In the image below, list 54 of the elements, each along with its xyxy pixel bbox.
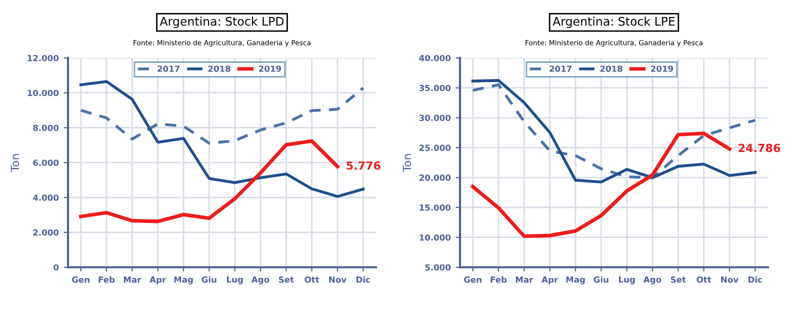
legend-label: 2017: [550, 66, 572, 72]
legend-label: 2018: [600, 66, 622, 72]
x-tick-label: Dic: [356, 276, 370, 283]
y-tick-label: 12.000: [28, 54, 59, 62]
y-axis-title: Ton: [402, 154, 412, 172]
y-tick-label: 4.000: [32, 194, 59, 201]
legend-label: 2019: [651, 66, 674, 72]
x-tick-label: Mar: [516, 276, 534, 283]
line-series: [471, 132, 732, 238]
x-tick-label: Gen: [72, 276, 90, 283]
x-tick-label: Nov: [721, 276, 738, 283]
y-tick-label: 15.000: [420, 204, 451, 211]
y-tick-label: 25.000: [419, 144, 451, 151]
x-tick-label: Set: [670, 276, 686, 283]
x-tick-label: Ago: [251, 276, 270, 284]
x-tick-label: Nov: [329, 276, 346, 283]
x-tick-label: Giu: [594, 276, 608, 283]
x-tick-label: Lug: [226, 276, 243, 284]
x-tick-label: Ott: [304, 276, 320, 283]
y-tick-label: 40.000: [419, 54, 451, 62]
y-tick-label: 0: [54, 264, 59, 271]
x-tick-label: Mar: [124, 276, 142, 283]
legend-label: 2019: [259, 66, 282, 72]
y-tick-label: 5.000: [425, 264, 451, 271]
y-tick-label: 8.000: [33, 124, 59, 132]
x-tick-label: Ott: [696, 276, 712, 283]
x-tick-label: Gen: [464, 276, 482, 283]
chart-title: Argentina: Stock LPE: [552, 16, 675, 28]
x-tick-label: Ago: [643, 276, 662, 284]
legend-label: 2017: [158, 66, 180, 72]
chart-title: Argentina: Stock LPD: [160, 16, 284, 28]
y-tick-label: 10.000: [420, 234, 451, 241]
x-tick-label: Apr: [150, 276, 166, 284]
x-tick-label: Dic: [748, 276, 762, 283]
y-tick-label: 20.000: [419, 174, 451, 181]
y-tick-label: 10.000: [28, 90, 59, 96]
x-tick-label: Giu: [202, 276, 216, 283]
x-tick-label: Set: [278, 276, 294, 283]
x-tick-label: Apr: [542, 276, 558, 284]
x-tick-label: Mag: [566, 276, 585, 284]
y-tick-label: 2.000: [33, 229, 59, 236]
y-tick-label: 35.000: [419, 84, 451, 92]
y-axis-title: Ton: [10, 154, 20, 172]
y-tick-label: 6.000: [33, 160, 59, 166]
x-tick-label: Feb: [490, 276, 507, 283]
line-series: [79, 86, 365, 145]
line-series: [79, 139, 340, 224]
y-tick-label: 30.000: [419, 114, 451, 122]
x-tick-label: Mag: [174, 276, 193, 284]
x-tick-label: Feb: [98, 276, 115, 283]
x-tick-label: Lug: [618, 276, 635, 284]
legend-label: 2018: [208, 66, 230, 72]
annotation: 5.776: [346, 161, 380, 170]
annotation: 24.786: [738, 144, 780, 152]
